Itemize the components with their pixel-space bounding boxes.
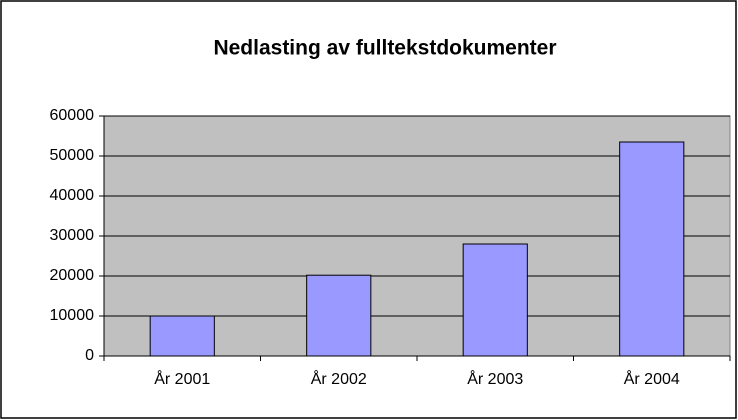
y-tick-label: 30000 xyxy=(50,227,95,244)
bar xyxy=(149,315,215,357)
y-tick-label: 40000 xyxy=(50,187,95,204)
y-tick-label: 50000 xyxy=(50,147,95,164)
y-tick-label: 60000 xyxy=(50,107,95,124)
y-tick-label: 0 xyxy=(85,347,94,364)
x-tick-label: År 2002 xyxy=(311,369,367,388)
x-tick-label: År 2001 xyxy=(154,369,210,388)
x-tick-label: År 2004 xyxy=(624,369,680,388)
x-tick-label: År 2003 xyxy=(467,369,523,388)
y-tick-label: 10000 xyxy=(50,307,95,324)
bar xyxy=(462,243,528,357)
bar xyxy=(619,141,685,357)
y-tick-label: 20000 xyxy=(50,267,95,284)
bar xyxy=(306,274,372,357)
chart-title: Nedlasting av fulltekstdokumenter xyxy=(213,37,556,60)
